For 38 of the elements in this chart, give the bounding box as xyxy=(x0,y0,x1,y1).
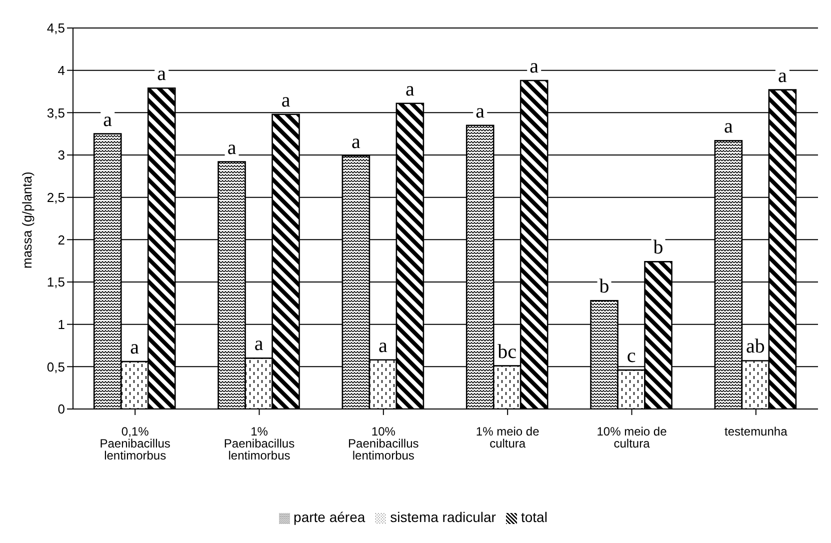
y-tick-label: 2 xyxy=(58,232,65,248)
data-label: a xyxy=(281,89,290,112)
legend-label: sistema radicular xyxy=(390,509,496,525)
y-tick-label: 4,5 xyxy=(46,20,65,36)
data-label: a xyxy=(476,100,485,122)
x-tick-label: 1% Paenibacillus lentimorbus xyxy=(224,424,295,463)
y-tick-label: 1 xyxy=(58,316,65,332)
y-tick-label: 3 xyxy=(58,148,65,163)
data-label: a xyxy=(778,64,787,87)
x-tick-label: testemunha xyxy=(724,424,788,439)
data-label: a xyxy=(254,333,264,356)
data-label: bc xyxy=(498,340,517,363)
data-label: a xyxy=(157,63,166,86)
data-label: ab xyxy=(746,336,765,358)
data-label: a xyxy=(530,55,539,78)
data-label: a xyxy=(724,116,733,138)
y-tick-label: 4 xyxy=(58,62,65,78)
y-tick-label: 0,5 xyxy=(46,359,65,374)
data-label: a xyxy=(227,136,236,159)
legend-label: parte aérea xyxy=(294,509,366,525)
data-label: b xyxy=(599,276,610,298)
x-tick-label: 1% meio de cultura xyxy=(476,424,540,451)
y-tick-label: 1,5 xyxy=(46,274,65,290)
y-tick-label: 3,5 xyxy=(46,105,65,120)
data-label: c xyxy=(626,345,636,368)
data-label: a xyxy=(405,78,414,100)
data-label: a xyxy=(103,108,112,131)
x-tick-label: 10% meio de cultura xyxy=(596,424,668,451)
data-label: a xyxy=(351,130,360,153)
x-tick-label: 10% Paenibacillus lentimorbus xyxy=(348,424,419,463)
legend-label: total xyxy=(520,509,548,525)
data-label: b xyxy=(653,236,664,259)
y-tick-label: 2,5 xyxy=(46,190,65,205)
data-label: a xyxy=(378,334,388,357)
x-tick-label: 0,1% Paenibacillus lentimorbus xyxy=(100,424,170,463)
y-tick-label: 0 xyxy=(58,402,65,417)
data-label: a xyxy=(130,336,140,359)
y-axis-title: massa (g/planta) xyxy=(20,172,35,268)
